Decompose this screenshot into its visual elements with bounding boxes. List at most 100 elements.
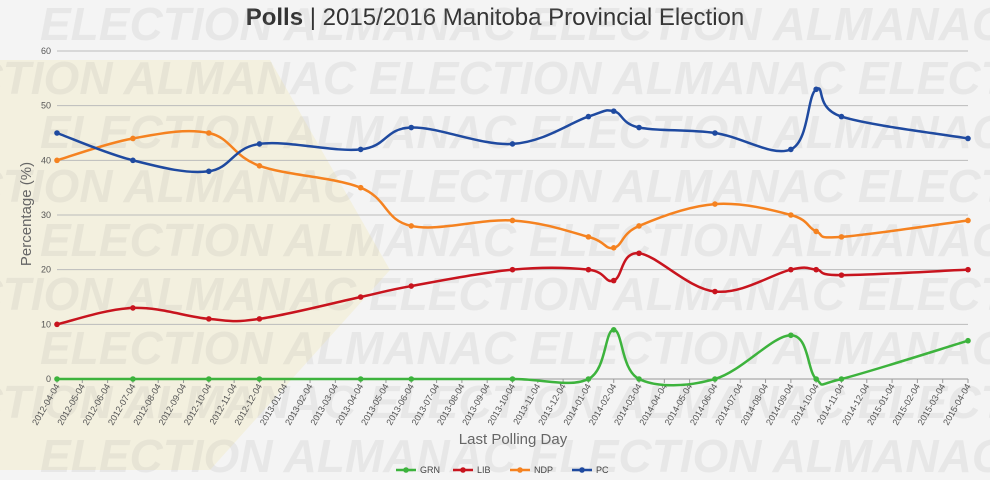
data-point-lib[interactable] [712,288,718,295]
data-point-pc[interactable] [585,113,592,120]
data-point-lib[interactable] [610,277,617,284]
data-point-pc[interactable] [357,146,364,153]
data-point-lib[interactable] [965,266,971,273]
data-point-pc[interactable] [610,108,617,114]
legend-label-grn: GRN [420,465,440,475]
data-point-pc[interactable] [206,168,212,175]
data-point-pc[interactable] [54,130,60,136]
data-point-pc[interactable] [636,124,642,131]
data-point-lib[interactable] [206,316,212,322]
data-point-lib[interactable] [408,283,415,289]
watermark-row: ELECTION ALMANAC ELECTION ALMANAC ELECTI… [40,430,990,480]
data-point-pc[interactable] [130,157,136,164]
data-point-pc[interactable] [838,113,845,120]
data-point-ndp[interactable] [838,234,845,240]
data-point-lib[interactable] [130,305,136,311]
data-point-grn[interactable] [610,327,617,333]
watermark [0,60,390,470]
data-point-pc[interactable] [813,86,819,93]
chart-title-bold: Polls [245,4,304,31]
data-point-lib[interactable] [54,321,60,328]
legend-label-lib: LIB [477,465,491,475]
y-tick-label: 40 [41,155,51,165]
series-lines [54,86,971,387]
data-point-ndp[interactable] [965,217,971,224]
data-point-pc[interactable] [965,135,971,142]
data-point-ndp[interactable] [712,201,718,207]
data-point-grn[interactable] [636,376,642,382]
chart-title-rest: | 2015/2016 Manitoba Provincial Election [303,4,745,31]
y-tick-label: 60 [41,46,51,56]
watermark-row: ELECTION ALMANAC ELECTION ALMANAC ELECTI… [0,160,990,212]
legend-item-grn[interactable]: GRN [396,465,440,475]
series-grn [54,327,971,387]
data-point-pc[interactable] [408,124,415,131]
y-tick-label: 30 [41,210,51,220]
data-point-grn[interactable] [54,376,60,382]
data-point-lib[interactable] [256,316,263,322]
data-point-ndp[interactable] [54,157,60,164]
data-point-ndp[interactable] [130,135,136,142]
data-point-grn[interactable] [838,376,845,382]
y-axis-label: Percentage (%) [18,162,35,266]
data-point-pc[interactable] [509,141,516,147]
data-point-ndp[interactable] [813,228,819,235]
legend-label-ndp: NDP [534,465,553,475]
data-point-pc[interactable] [712,130,718,136]
data-point-lib[interactable] [509,266,516,273]
data-point-grn[interactable] [357,376,364,382]
legend-item-lib[interactable]: LIB [453,465,491,475]
y-tick-label: 0 [46,374,51,384]
data-point-ndp[interactable] [610,245,617,251]
legend: GRN LIB NDP PC [396,465,609,475]
y-tick-label: 10 [41,319,51,329]
data-point-lib[interactable] [357,294,364,300]
data-point-ndp[interactable] [206,130,212,136]
data-point-lib[interactable] [636,250,642,257]
data-point-grn[interactable] [585,376,592,382]
data-point-grn[interactable] [788,332,794,339]
series-line-ndp [56,129,969,250]
legend-item-pc[interactable]: PC [572,465,609,475]
series-lib [54,250,971,328]
legend-marker-ndp [517,467,523,473]
series-pc [54,86,971,175]
watermark-row: ELECTION ALMANAC ELECTION ALMANAC ELECTI… [40,214,990,266]
data-point-lib[interactable] [585,266,592,273]
legend-marker-grn [403,467,409,473]
y-axis-ticks: 0 10 20 30 40 50 60 [41,46,51,384]
y-tick-label: 50 [41,101,51,111]
data-point-ndp[interactable] [357,184,364,191]
data-point-lib[interactable] [788,266,794,273]
watermark-row: ELECTION ALMANAC ELECTION ALMANAC ELECTI… [0,52,990,104]
data-point-pc[interactable] [788,146,794,153]
data-point-lib[interactable] [813,266,819,273]
legend-marker-pc [579,467,585,473]
data-point-grn[interactable] [509,376,516,382]
data-point-grn[interactable] [256,376,263,382]
chart-title: Polls | 2015/2016 Manitoba Provincial El… [0,4,990,32]
series-ndp [54,129,971,251]
data-point-ndp[interactable] [408,223,415,229]
data-point-grn[interactable] [206,376,212,382]
legend-item-ndp[interactable]: NDP [510,465,553,475]
legend-marker-lib [460,467,466,473]
series-line-pc [56,87,969,174]
data-point-grn[interactable] [130,376,136,382]
watermark-row: ELECTION ALMANAC ELECTION ALMANAC ELECTI… [40,322,990,374]
data-point-ndp[interactable] [256,163,263,169]
y-tick-label: 20 [41,265,51,275]
data-point-lib[interactable] [838,272,845,278]
data-point-grn[interactable] [813,376,819,382]
data-point-grn[interactable] [712,376,718,382]
legend-label-pc: PC [596,465,609,475]
data-point-pc[interactable] [256,141,263,147]
data-point-ndp[interactable] [636,223,642,229]
data-point-ndp[interactable] [585,234,592,240]
data-point-ndp[interactable] [509,217,516,224]
data-point-grn[interactable] [408,376,415,382]
data-point-ndp[interactable] [788,212,794,218]
data-point-grn[interactable] [965,337,971,344]
